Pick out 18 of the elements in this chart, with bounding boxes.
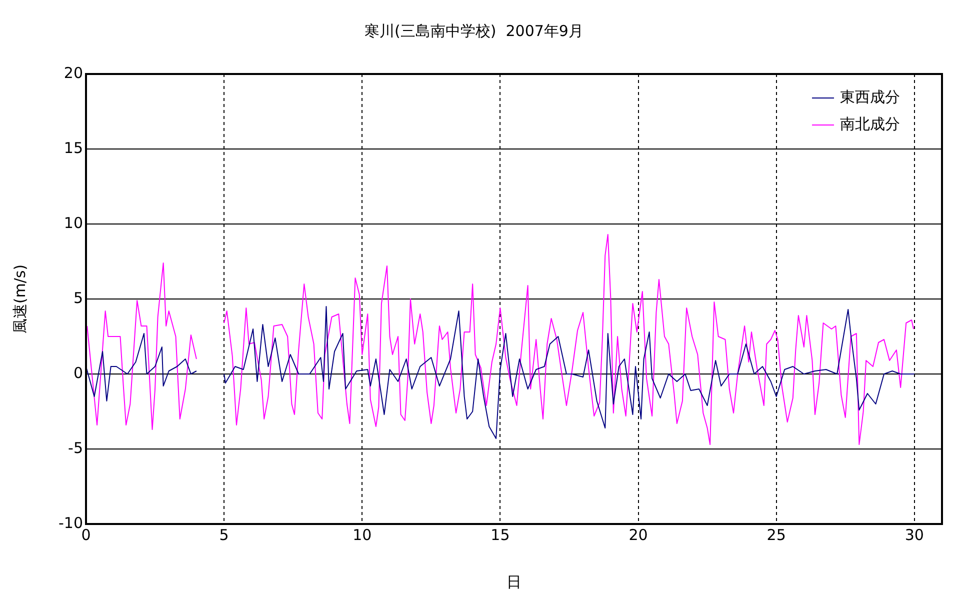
x-tick-label: 20	[628, 526, 648, 544]
legend-label: 南北成分	[840, 114, 900, 133]
x-tick-label: 30	[904, 526, 924, 544]
x-tick-label: 15	[490, 526, 510, 544]
y-axis-title: 風速(m/s)	[10, 264, 29, 334]
x-axis-title: 日	[506, 572, 522, 591]
y-tick-label: 20	[64, 64, 83, 82]
x-tick-label: 10	[352, 526, 372, 544]
chart-title: 寒川(三島南中学校) 2007年9月	[364, 22, 584, 40]
y-tick-label: 0	[73, 364, 83, 382]
y-tick-label: 5	[73, 288, 83, 307]
y-tick-label: -10	[58, 514, 83, 532]
y-tick-label: 15	[64, 138, 83, 157]
y-tick-label: -5	[68, 438, 83, 457]
x-tick-label: 5	[219, 526, 229, 544]
legend-label: 東西成分	[840, 88, 900, 106]
y-tick-label: 10	[64, 214, 83, 232]
x-tick-label: 25	[766, 526, 786, 544]
